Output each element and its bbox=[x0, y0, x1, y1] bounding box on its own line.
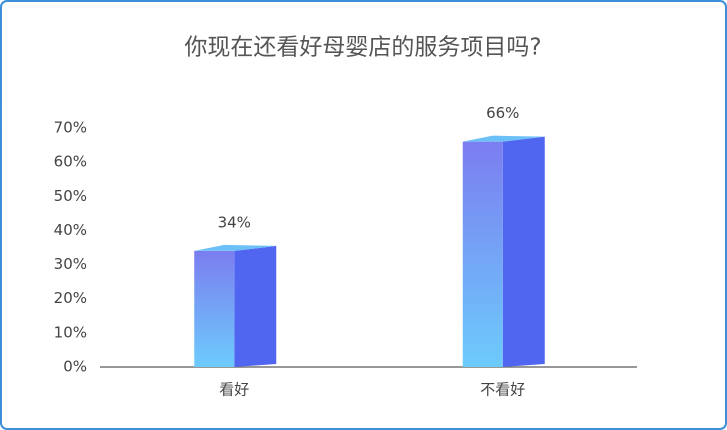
chart-title: 你现在还看好母婴店的服务项目吗? bbox=[184, 35, 541, 61]
value-label: 34% bbox=[218, 213, 251, 231]
y-tick-label: 40% bbox=[54, 221, 87, 239]
bar-side bbox=[234, 245, 277, 367]
y-tick-label: 60% bbox=[54, 153, 87, 171]
bar-top bbox=[194, 244, 277, 251]
y-tick-label: 10% bbox=[54, 323, 87, 341]
y-tick-label: 0% bbox=[63, 358, 87, 376]
value-label: 66% bbox=[486, 104, 519, 122]
bar bbox=[194, 250, 235, 367]
bar-side bbox=[502, 136, 545, 367]
y-tick-label: 20% bbox=[54, 289, 87, 307]
x-tick-label: 不看好 bbox=[480, 381, 525, 399]
x-tick-label: 看好 bbox=[219, 381, 249, 399]
bar-top bbox=[462, 135, 545, 142]
y-tick-label: 50% bbox=[54, 187, 87, 205]
y-tick-label: 30% bbox=[54, 255, 87, 273]
y-tick-label: 70% bbox=[54, 119, 87, 137]
bar bbox=[462, 141, 503, 367]
